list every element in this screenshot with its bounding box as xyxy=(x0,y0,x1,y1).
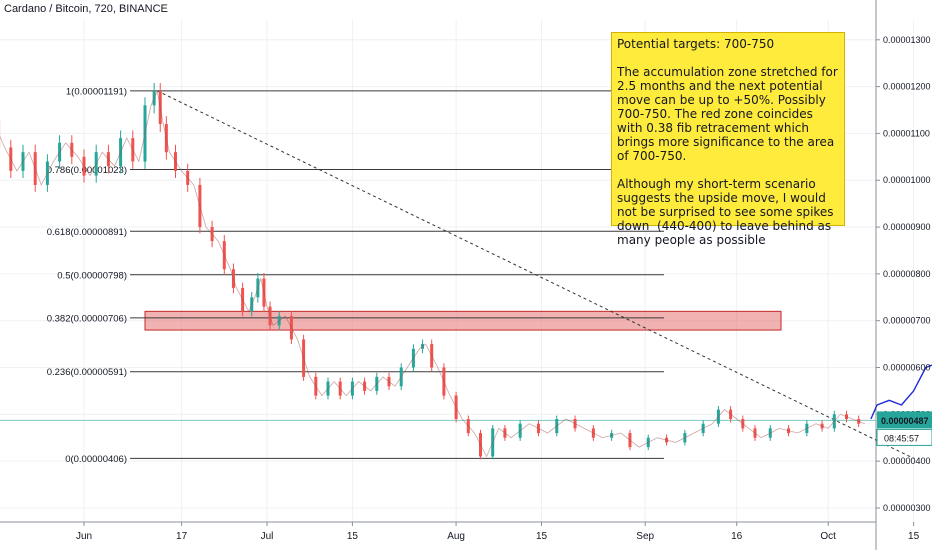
y-tick-label: 0.00001300 xyxy=(883,35,931,45)
y-tick-label: 0.00000900 xyxy=(883,222,931,232)
annotation-paragraph-2: Although my short-term scenario suggests… xyxy=(617,177,838,247)
x-tick-label: 15 xyxy=(908,531,920,542)
x-tick-label: 15 xyxy=(536,531,548,542)
y-tick-label: 0.00000700 xyxy=(883,316,931,326)
y-tick-label: 0.00000400 xyxy=(883,456,931,466)
fib-level-label: 0(0.00000406) xyxy=(65,454,127,465)
annotation-heading: Potential targets: 700-750 xyxy=(617,37,775,51)
countdown-badge xyxy=(876,428,932,446)
chart-title: Cardano / Bitcoin, 720, BINANCE xyxy=(4,3,168,15)
x-tick-label: 17 xyxy=(176,531,188,542)
fib-level-label: 0.382(0.00000706) xyxy=(47,313,127,324)
x-tick-label: 15 xyxy=(347,531,359,542)
annotation-paragraph-1: The accumulation zone stretched for 2.5 … xyxy=(617,65,842,163)
countdown-value: 08:45:57 xyxy=(884,433,919,443)
y-tick-label: 0.00000300 xyxy=(883,503,931,513)
resistance-zone[interactable] xyxy=(144,310,782,331)
x-tick-label: Oct xyxy=(820,531,836,542)
last-price-badge xyxy=(877,411,932,429)
y-tick-label: 0.00000800 xyxy=(883,269,931,279)
price-series-line xyxy=(0,89,865,458)
trend-line[interactable] xyxy=(156,90,914,459)
y-tick-label: 0.00001100 xyxy=(883,128,930,138)
fib-level-label: 0.236(0.00000591) xyxy=(47,367,127,378)
fib-level-label: 1(0.00001191) xyxy=(66,86,127,97)
fib-level-label: 0.618(0.00000891) xyxy=(47,227,127,238)
x-tick-label: Aug xyxy=(447,531,465,542)
y-tick-label: 0.00001000 xyxy=(883,175,931,185)
projection-path[interactable] xyxy=(870,293,932,494)
x-tick-label: 16 xyxy=(731,531,743,542)
x-tick-label: Jun xyxy=(76,531,92,542)
y-tick-label: 0.00001200 xyxy=(883,82,931,92)
annotation-note[interactable]: Potential targets: 700-750 The accumulat… xyxy=(611,32,845,247)
last-price-value: 0.00000487 xyxy=(881,416,929,426)
x-tick-label: Sep xyxy=(636,531,654,542)
y-tick-label: 0.00000600 xyxy=(883,363,931,373)
x-tick-label: Jul xyxy=(261,531,274,542)
fib-level-label: 0.5(0.00000798) xyxy=(57,270,127,281)
